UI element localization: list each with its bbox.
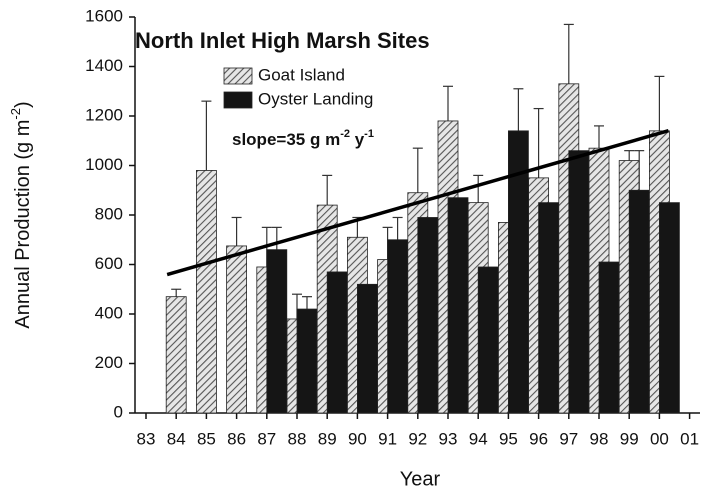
x-tick-label: 93 — [439, 429, 458, 448]
bar — [538, 202, 559, 414]
bar — [165, 296, 187, 414]
y-axis-title-sup: -2 — [8, 108, 23, 120]
x-tick-label: 86 — [227, 429, 246, 448]
x-tick-label: 00 — [650, 429, 669, 448]
y-tick-label: 0 — [114, 402, 123, 421]
bar — [266, 249, 288, 414]
annotation-part: slope=35 g m — [232, 130, 340, 149]
x-tick-label: 98 — [590, 429, 609, 448]
bar — [568, 150, 590, 414]
y-axis-title-part: ) — [12, 101, 34, 108]
x-tick-label: 84 — [167, 429, 186, 448]
bar — [598, 261, 620, 414]
x-tick-label: 01 — [680, 429, 699, 448]
y-axis-title-part: Annual Production (g m — [12, 120, 34, 329]
x-tick-label: 91 — [378, 429, 397, 448]
y-tick-label: 1200 — [85, 105, 123, 124]
annotation: slope=35 g m-2 y-1 — [232, 128, 374, 150]
x-tick-label: 88 — [288, 429, 307, 448]
x-tick-label: 99 — [620, 429, 639, 448]
x-tick-label: 92 — [408, 429, 427, 448]
bar — [326, 271, 348, 414]
x-tick-label: 96 — [529, 429, 548, 448]
x-axis-title: Year — [400, 468, 441, 490]
bar — [387, 239, 409, 414]
bar — [477, 266, 499, 414]
annotation-sup: -2 — [340, 128, 350, 140]
bar — [356, 283, 378, 414]
bar — [507, 130, 529, 414]
y-tick-label: 400 — [95, 303, 123, 322]
x-tick-label: 89 — [318, 429, 337, 448]
x-tick-label: 85 — [197, 429, 216, 448]
annotation-sup: -1 — [364, 128, 374, 140]
bar — [447, 197, 469, 414]
legend-label: Oyster Landing — [258, 89, 373, 108]
y-tick-label: 600 — [95, 254, 123, 273]
legend-swatch — [223, 67, 253, 85]
y-tick-label: 1400 — [85, 56, 123, 75]
trend-line — [166, 129, 669, 277]
x-tick-label: 90 — [348, 429, 367, 448]
legend-label: Goat Island — [258, 65, 345, 84]
bar — [296, 308, 318, 414]
bar — [417, 217, 439, 414]
annotation-part: y — [350, 130, 365, 149]
y-axis-title: Annual Production (g m-2) — [8, 101, 34, 328]
legend-swatch — [223, 91, 253, 109]
x-tick-label: 87 — [257, 429, 276, 448]
x-tick-label: 94 — [469, 429, 488, 448]
y-tick-label: 200 — [95, 353, 123, 372]
y-tick-label: 800 — [95, 204, 123, 223]
bar — [628, 189, 650, 414]
x-tick-label: 83 — [137, 429, 156, 448]
bar — [659, 202, 680, 414]
x-tick-label: 97 — [559, 429, 578, 448]
bar — [226, 245, 248, 414]
y-tick-label: 1600 — [85, 6, 123, 25]
x-tick-label: 95 — [499, 429, 518, 448]
chart-title: North Inlet High Marsh Sites — [135, 28, 430, 53]
y-tick-label: 1000 — [85, 155, 123, 174]
bar — [195, 170, 217, 414]
